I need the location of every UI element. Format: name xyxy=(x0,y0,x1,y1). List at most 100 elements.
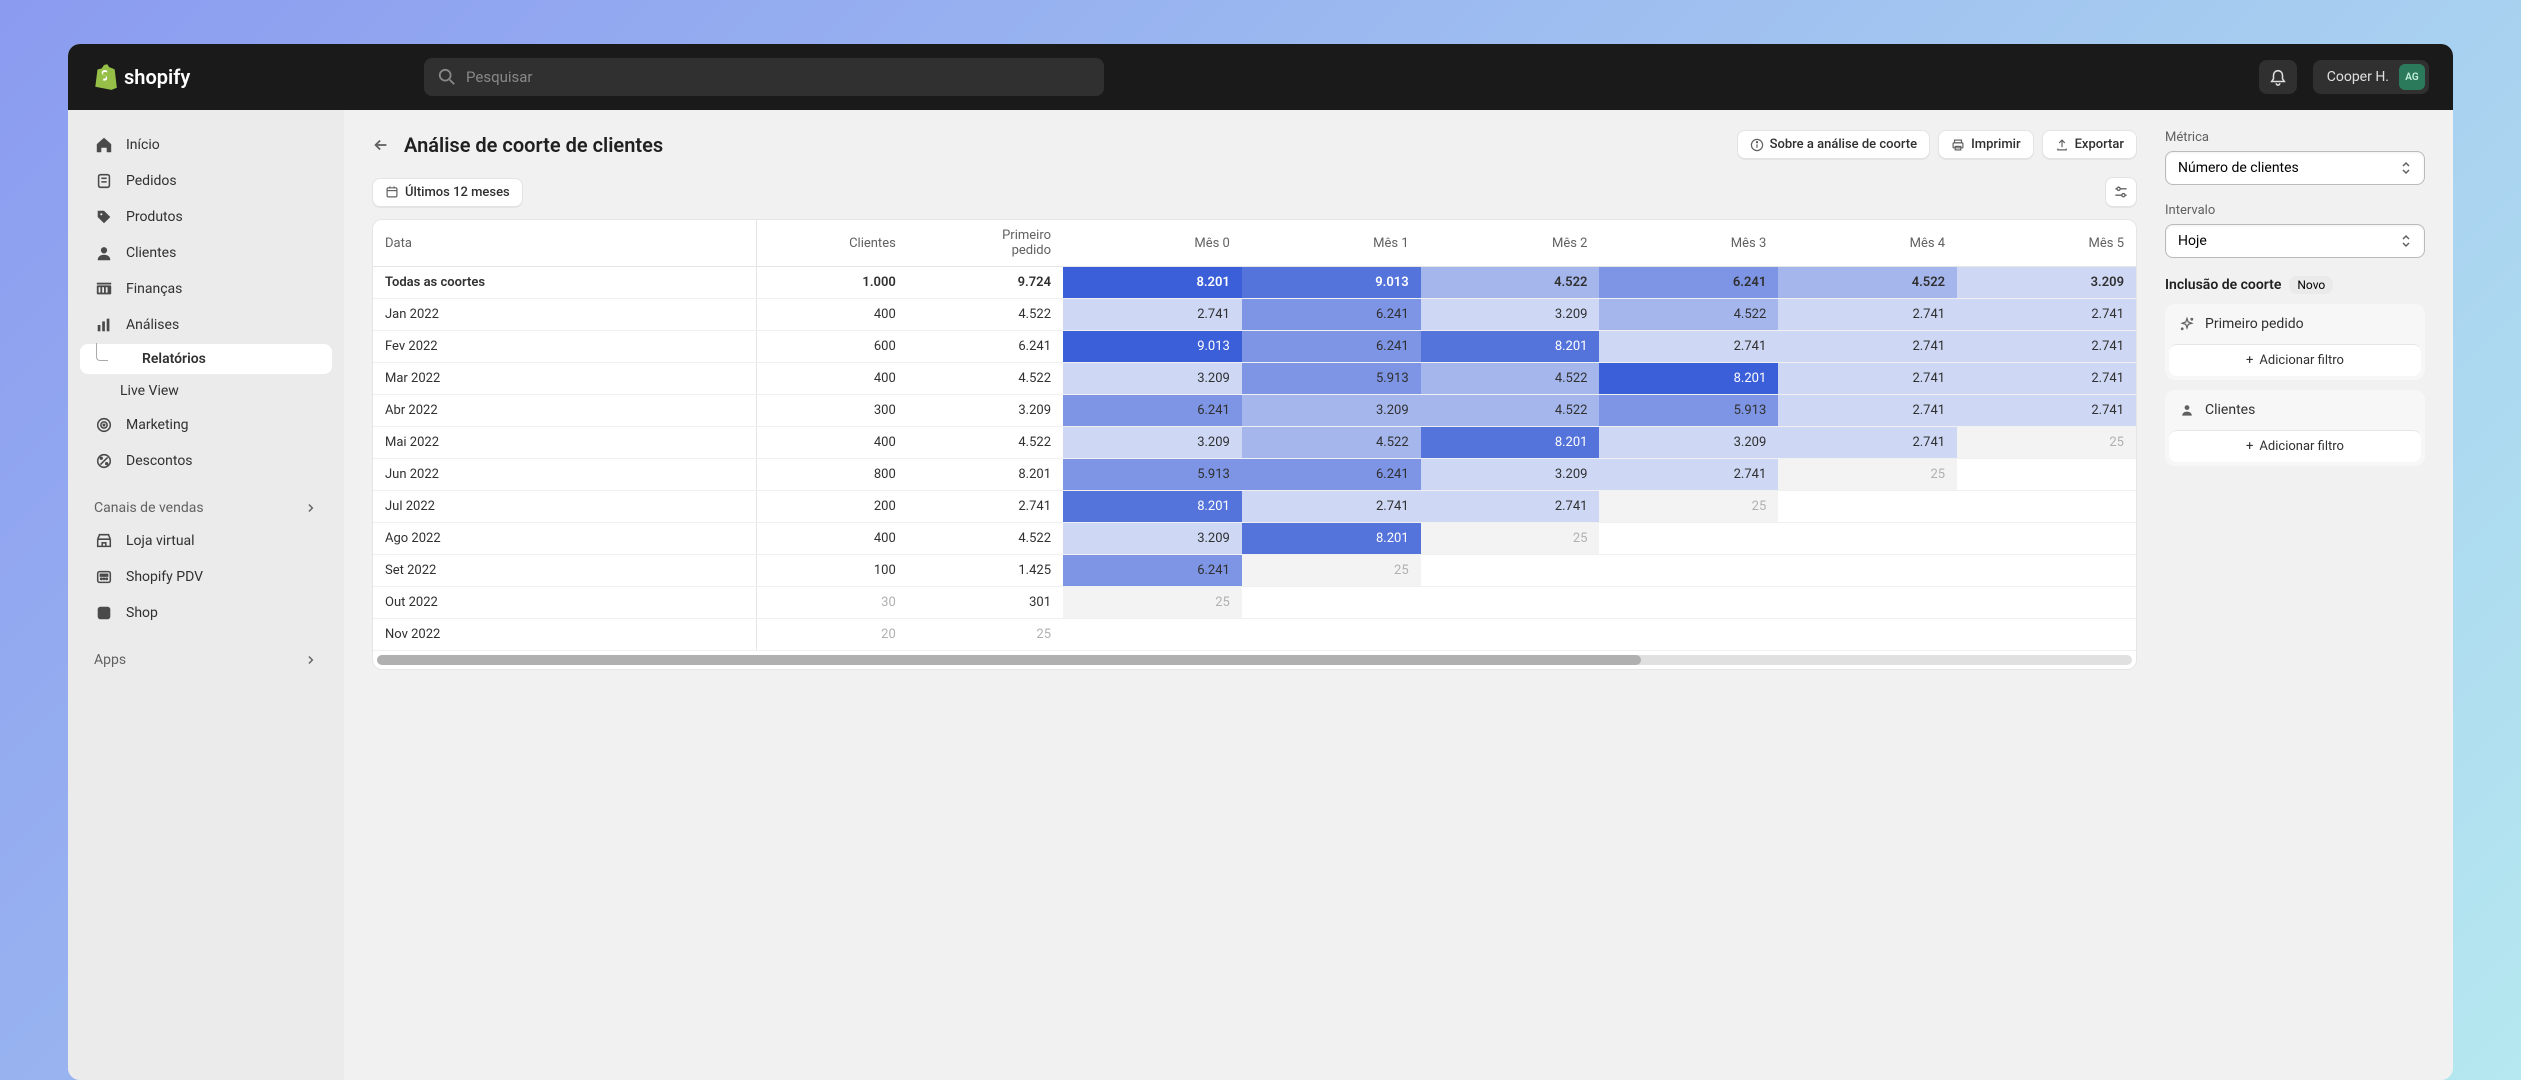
table-header: Clientes xyxy=(756,220,908,267)
sidebar-item-shop[interactable]: Shop xyxy=(80,596,332,630)
print-button[interactable]: Imprimir xyxy=(1938,130,2033,159)
heatmap-cell-empty xyxy=(1957,619,2136,651)
cell-clientes: 400 xyxy=(756,427,908,459)
sidebar-item-inicio[interactable]: Início xyxy=(80,128,332,162)
heatmap-cell: 6.241 xyxy=(1242,459,1421,491)
export-button[interactable]: Exportar xyxy=(2042,130,2137,159)
cohort-table: DataClientesPrimeiropedidoMês 0Mês 1Mês … xyxy=(372,219,2137,670)
period-label: Últimos 12 meses xyxy=(405,185,510,200)
sidebar-section-channels[interactable]: Canais de vendas xyxy=(80,492,332,524)
heatmap-cell: 2.741 xyxy=(1957,331,2136,363)
sidebar-item-label: Marketing xyxy=(126,417,189,433)
heatmap-cell: 3.209 xyxy=(1421,299,1600,331)
row-label: Mai 2022 xyxy=(373,427,756,459)
heatmap-cell: 4.522 xyxy=(1421,395,1600,427)
cell-clientes: 400 xyxy=(756,523,908,555)
sidebar-item-label: Finanças xyxy=(126,281,182,297)
heatmap-cell: 4.522 xyxy=(1778,267,1957,299)
table-row: Mar 20224004.5223.2095.9134.5228.2012.74… xyxy=(373,363,2136,395)
heatmap-cell-empty xyxy=(1778,523,1957,555)
filter-label: Clientes xyxy=(2205,402,2255,418)
chevron-right-icon xyxy=(304,501,318,515)
heatmap-cell: 3.209 xyxy=(1063,523,1242,555)
table-header: Mês 3 xyxy=(1599,220,1778,267)
sidebar-item-pedidos[interactable]: Pedidos xyxy=(80,164,332,198)
sidebar-item-clientes[interactable]: Clientes xyxy=(80,236,332,270)
cell-primeiro: 25 xyxy=(908,619,1063,651)
heatmap-cell: 4.522 xyxy=(1421,267,1600,299)
row-label: Nov 2022 xyxy=(373,619,756,651)
heatmap-cell: 3.209 xyxy=(1242,395,1421,427)
sidebar-item-financas[interactable]: Finanças xyxy=(80,272,332,306)
heatmap-cell: 2.741 xyxy=(1778,331,1957,363)
button-label: Exportar xyxy=(2075,137,2124,152)
back-button[interactable] xyxy=(372,136,390,154)
heatmap-cell-empty xyxy=(1421,587,1600,619)
shopify-logo[interactable]: shopify xyxy=(92,63,408,91)
sort-icon xyxy=(2400,233,2412,249)
metric-select[interactable]: Número de clientes xyxy=(2165,151,2425,185)
heatmap-cell: 2.741 xyxy=(1242,491,1421,523)
table-header: Mês 5 xyxy=(1957,220,2136,267)
heatmap-cell: 2.741 xyxy=(1599,459,1778,491)
heatmap-cell: 3.209 xyxy=(1421,459,1600,491)
cell-primeiro: 6.241 xyxy=(908,331,1063,363)
sidebar-item-pdv[interactable]: Shopify PDV xyxy=(80,560,332,594)
sidebar-item-marketing[interactable]: Marketing xyxy=(80,408,332,442)
about-button[interactable]: Sobre a análise de coorte xyxy=(1737,130,1931,159)
person-icon xyxy=(2179,402,2195,418)
notifications-button[interactable] xyxy=(2259,60,2297,94)
add-filter-button[interactable]: +Adicionar filtro xyxy=(2169,430,2421,462)
app-window: shopify Cooper H. AG Início Pedidos Prod… xyxy=(68,44,2453,1080)
sidebar-item-loja[interactable]: Loja virtual xyxy=(80,524,332,558)
sidebar-item-label: Shop xyxy=(126,605,158,621)
heatmap-cell: 9.013 xyxy=(1063,331,1242,363)
heatmap-cell: 25 xyxy=(1242,555,1421,587)
heatmap-cell: 2.741 xyxy=(1957,395,2136,427)
row-label: Out 2022 xyxy=(373,587,756,619)
sidebar-item-label: Produtos xyxy=(126,209,183,225)
table-header: Mês 4 xyxy=(1778,220,1957,267)
period-selector[interactable]: Últimos 12 meses xyxy=(372,178,523,207)
button-label: Sobre a análise de coorte xyxy=(1770,137,1918,152)
search-box[interactable] xyxy=(424,58,1104,96)
sidebar-item-label: Descontos xyxy=(126,453,193,469)
sidebar-item-produtos[interactable]: Produtos xyxy=(80,200,332,234)
heatmap-cell-empty xyxy=(1421,619,1600,651)
add-filter-button[interactable]: +Adicionar filtro xyxy=(2169,344,2421,376)
interval-select[interactable]: Hoje xyxy=(2165,224,2425,258)
info-icon xyxy=(1750,138,1764,152)
cell-primeiro: 3.209 xyxy=(908,395,1063,427)
table-row: Jun 20228008.2015.9136.2413.2092.74125 xyxy=(373,459,2136,491)
heatmap-cell: 3.209 xyxy=(1063,363,1242,395)
shopify-icon xyxy=(92,63,118,91)
heatmap-cell: 6.241 xyxy=(1242,331,1421,363)
table-header: Mês 1 xyxy=(1242,220,1421,267)
sidebar-section-apps[interactable]: Apps xyxy=(80,644,332,676)
sidebar: Início Pedidos Produtos Clientes Finança… xyxy=(68,110,344,1080)
cell-clientes: 400 xyxy=(756,299,908,331)
arrow-left-icon xyxy=(372,136,390,154)
sidebar-item-relatorios[interactable]: Relatórios xyxy=(80,344,332,374)
heatmap-cell: 25 xyxy=(1957,427,2136,459)
horizontal-scrollbar[interactable] xyxy=(377,655,2132,665)
home-icon xyxy=(94,135,114,155)
discounts-icon xyxy=(94,451,114,471)
cell-clientes: 400 xyxy=(756,363,908,395)
settings-button[interactable] xyxy=(2105,177,2137,207)
finances-icon xyxy=(94,279,114,299)
heatmap-cell: 4.522 xyxy=(1599,299,1778,331)
heatmap-cell: 4.522 xyxy=(1242,427,1421,459)
heatmap-cell-empty xyxy=(1957,491,2136,523)
heatmap-cell: 2.741 xyxy=(1063,299,1242,331)
sidebar-item-descontos[interactable]: Descontos xyxy=(80,444,332,478)
row-label: Set 2022 xyxy=(373,555,756,587)
search-input[interactable] xyxy=(466,68,1090,86)
sidebar-item-label: Início xyxy=(126,137,160,153)
user-menu[interactable]: Cooper H. AG xyxy=(2313,60,2429,94)
heatmap-cell: 3.209 xyxy=(1599,427,1778,459)
sidebar-item-liveview[interactable]: Live View xyxy=(80,376,332,406)
sidebar-item-analises[interactable]: Análises xyxy=(80,308,332,342)
pos-icon xyxy=(94,567,114,587)
heatmap-cell: 3.209 xyxy=(1957,267,2136,299)
